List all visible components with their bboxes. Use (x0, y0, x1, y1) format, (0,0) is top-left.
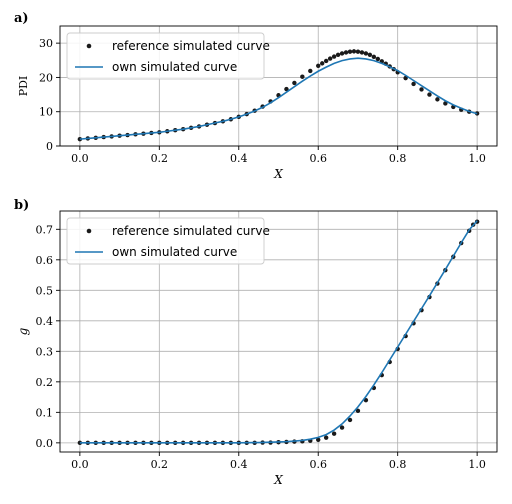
data-point-reference (339, 51, 345, 56)
y-axis-label: PDI (17, 76, 30, 97)
data-point-reference (443, 101, 448, 106)
legend-label: reference simulated curve (112, 39, 270, 53)
legend-label: own simulated curve (112, 245, 237, 259)
data-point-reference (320, 61, 325, 66)
plot-frame (59, 25, 498, 147)
data-point-reference (316, 437, 321, 442)
legend-box (66, 217, 265, 265)
y-tick-label: 0.2 (36, 376, 54, 389)
y-tick-label: 0.5 (36, 284, 54, 297)
y-tick-label: 0.4 (36, 315, 54, 328)
data-point-reference (331, 431, 337, 436)
data-point-reference (323, 435, 329, 440)
legend-label: reference simulated curve (112, 224, 270, 238)
data-point-reference (435, 97, 440, 102)
legend-point-swatch (86, 228, 92, 234)
series-line-own-simulated-curve (79, 220, 478, 444)
y-tick-label: 10 (39, 106, 53, 119)
series-line-own-simulated-curve (79, 57, 478, 140)
data-point-reference (339, 425, 345, 430)
x-tick-label: 0.8 (389, 458, 407, 471)
y-tick-label: 0.1 (36, 406, 54, 419)
x-tick-label: 0.6 (309, 458, 327, 471)
data-point-reference (419, 87, 424, 92)
data-point-reference (351, 49, 357, 54)
y-tick-label: 0 (46, 140, 53, 153)
legend-box (66, 32, 265, 80)
y-tick-label: 20 (39, 71, 53, 84)
data-point-reference (292, 80, 297, 86)
data-point-reference (316, 63, 321, 68)
y-tick-label: 0.0 (36, 437, 54, 450)
x-tick-label: 0.0 (71, 458, 89, 471)
data-point-reference (411, 81, 416, 87)
data-point-reference (308, 68, 313, 74)
x-tick-label: 0.8 (389, 152, 407, 165)
data-point-reference (335, 52, 341, 57)
data-point-reference (347, 417, 353, 423)
data-point-reference (284, 86, 289, 92)
data-point-reference (331, 54, 337, 59)
data-point-reference (359, 50, 365, 55)
data-point-reference (343, 50, 349, 55)
x-axis-label: X (273, 167, 283, 181)
data-point-reference (355, 49, 361, 54)
data-point-reference (367, 52, 373, 57)
y-tick-label: 0.7 (36, 223, 54, 236)
data-point-reference (323, 58, 329, 64)
y-axis-label: g (16, 327, 30, 335)
data-point-reference (427, 92, 432, 97)
x-tick-label: 0.4 (230, 458, 248, 471)
panel-b: 0.0 0.2 0.4 0.6 0.8 1.0 0.0 0.1 0.2 0.3 0.4 0.5 0.6 0… (14, 198, 498, 487)
x-axis-label: X (273, 473, 283, 487)
data-point-reference (300, 74, 305, 79)
plot-frame (59, 210, 498, 453)
legend-label: own simulated curve (112, 60, 237, 74)
data-point-reference (375, 56, 381, 62)
x-tick-label: 0.2 (151, 458, 169, 471)
x-tick-label: 0.0 (71, 152, 89, 165)
panel-a: 0.0 0.2 0.4 0.6 0.8 1.0 0 10 20 30 X PDI a) reference… (14, 11, 498, 181)
x-tick-label: 1.0 (468, 458, 486, 471)
legend-point-swatch (86, 43, 92, 49)
y-tick-label: 0.6 (36, 254, 54, 267)
y-tick-label: 30 (39, 37, 53, 50)
data-point-reference (327, 56, 333, 61)
data-point-reference (371, 54, 377, 60)
x-tick-label: 0.4 (230, 152, 248, 165)
panel-label: a) (14, 11, 29, 26)
data-point-reference (363, 51, 369, 56)
x-tick-label: 0.2 (151, 152, 169, 165)
data-point-reference (355, 408, 361, 414)
panel-label: b) (14, 198, 29, 213)
x-tick-label: 0.6 (309, 152, 327, 165)
data-point-reference (347, 49, 353, 54)
x-tick-label: 1.0 (468, 152, 486, 165)
y-tick-label: 0.3 (36, 345, 54, 358)
